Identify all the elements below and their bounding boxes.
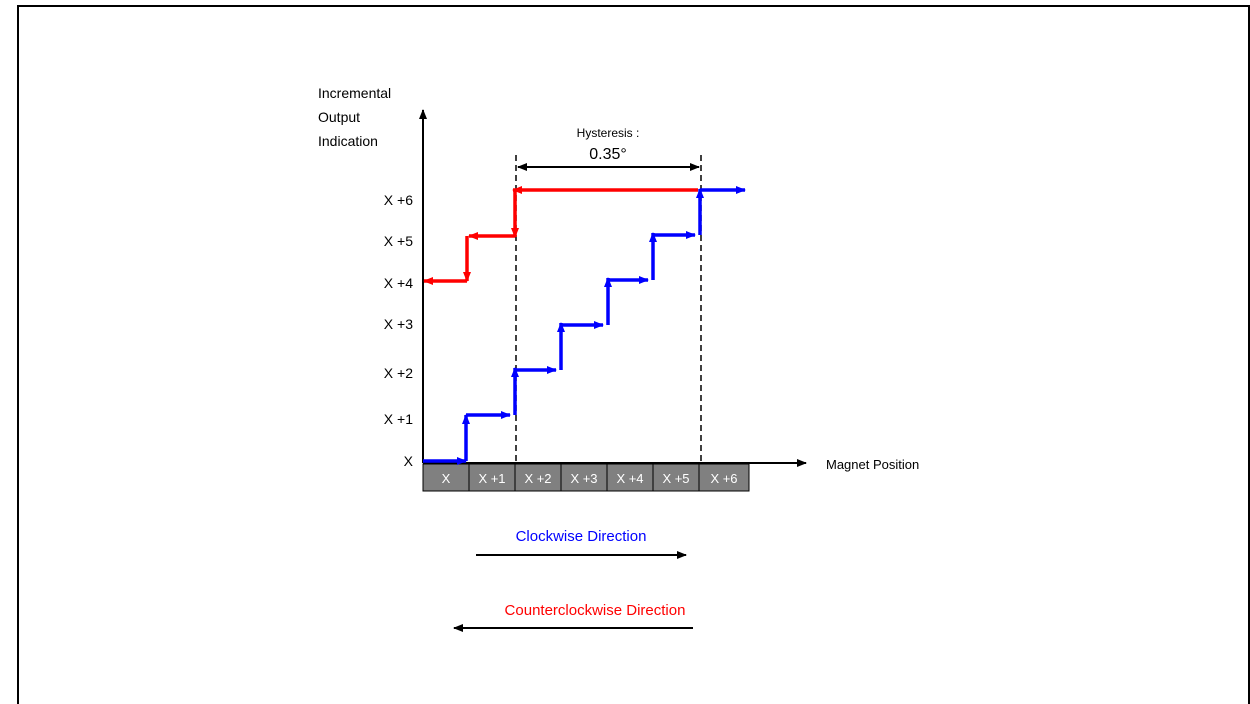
position-cell-label: X +1 [478, 471, 505, 486]
position-cells: X X +1 X +2 X +3 X +4 X +5 X +6 [422, 463, 750, 492]
position-cell-label: X +2 [524, 471, 551, 486]
counterclockwise-direction-label: Counterclockwise Direction [505, 602, 686, 619]
position-cell-label: X [442, 471, 451, 486]
counterclockwise-staircase [423, 186, 698, 285]
hysteresis-value: 0.35° [589, 146, 627, 163]
clockwise-staircase [423, 186, 746, 465]
position-cell [606, 463, 654, 492]
y-axis-label-line-3: Indication [318, 133, 378, 149]
y-axis-label-line-1: Incremental [318, 85, 391, 101]
position-cell-label: X +3 [570, 471, 597, 486]
position-cell [422, 463, 470, 492]
y-tick-label: X +2 [384, 365, 413, 381]
clockwise-direction-label: Clockwise Direction [516, 528, 647, 545]
y-tick-label: X +6 [384, 192, 413, 208]
position-cell [468, 463, 516, 492]
position-cell [698, 463, 750, 492]
y-tick-label: X [404, 453, 414, 469]
position-cell [652, 463, 700, 492]
x-axis-label: Magnet Position [826, 457, 919, 472]
y-tick-label: X +3 [384, 316, 413, 332]
hysteresis-title: Hysteresis : [577, 126, 640, 140]
diagram-frame [17, 5, 1250, 704]
y-axis-label-line-2: Output [318, 109, 360, 125]
position-cell-label: X +5 [662, 471, 689, 486]
position-cell-label: X +6 [710, 471, 737, 486]
y-tick-label: X +1 [384, 411, 413, 427]
position-cell-label: X +4 [616, 471, 643, 486]
position-cell [514, 463, 562, 492]
position-cell [560, 463, 608, 492]
y-tick-label: X +5 [384, 233, 413, 249]
y-tick-label: X +4 [384, 275, 413, 291]
